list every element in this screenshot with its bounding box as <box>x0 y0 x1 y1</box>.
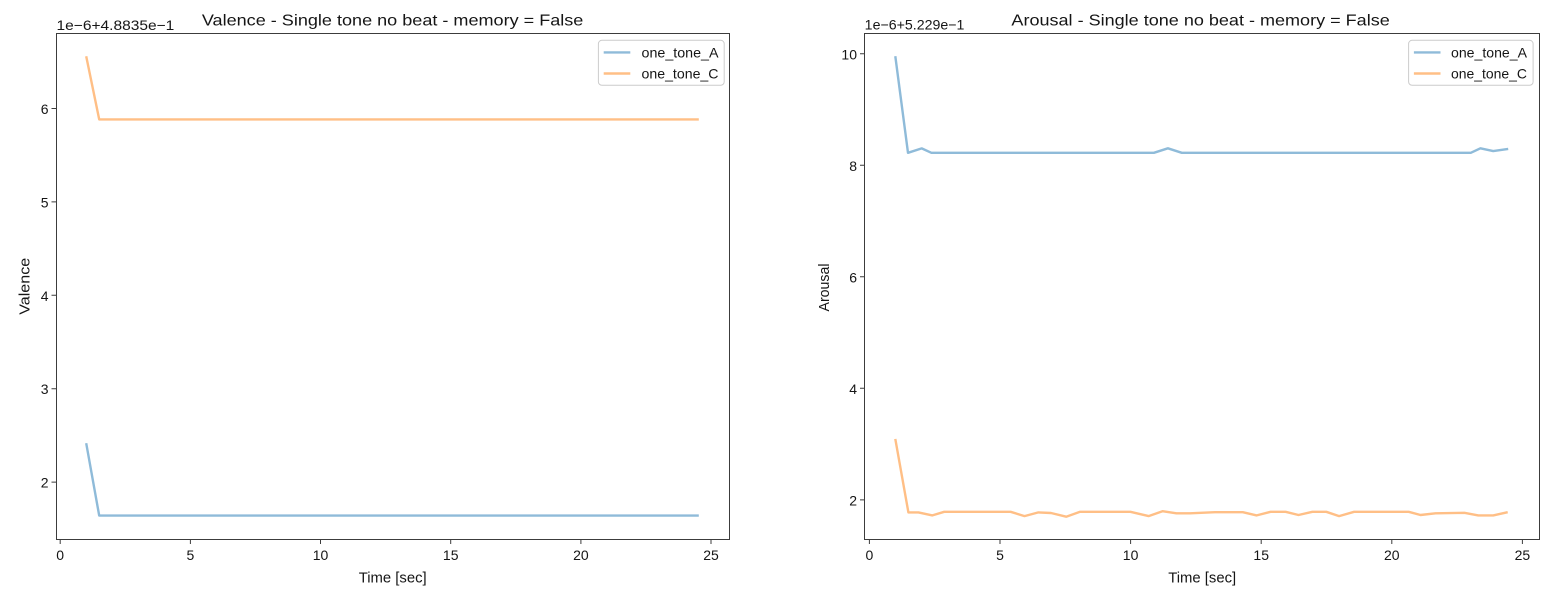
svg-text:1e−6+5.229e−1: 1e−6+5.229e−1 <box>865 17 965 33</box>
svg-text:25: 25 <box>1515 547 1531 563</box>
svg-text:15: 15 <box>443 547 459 563</box>
svg-text:one_tone_C: one_tone_C <box>642 66 719 82</box>
svg-text:5: 5 <box>187 547 195 563</box>
svg-text:6: 6 <box>41 101 49 117</box>
svg-text:2: 2 <box>849 493 857 509</box>
svg-text:Arousal - Single tone no beat: Arousal - Single tone no beat - memory =… <box>1011 12 1389 29</box>
svg-text:25: 25 <box>703 547 719 563</box>
svg-text:20: 20 <box>573 547 589 563</box>
svg-text:10: 10 <box>841 46 857 62</box>
svg-text:20: 20 <box>1384 547 1400 563</box>
svg-text:one_tone_C: one_tone_C <box>1451 66 1527 82</box>
svg-text:Time [sec]: Time [sec] <box>1168 570 1236 587</box>
svg-text:10: 10 <box>313 547 329 563</box>
svg-text:6: 6 <box>849 269 857 285</box>
svg-text:Valence - Single tone no beat: Valence - Single tone no beat - memory =… <box>202 12 584 29</box>
svg-text:one_tone_A: one_tone_A <box>642 44 720 60</box>
svg-text:10: 10 <box>1123 547 1139 563</box>
svg-text:15: 15 <box>1253 547 1269 563</box>
svg-text:2: 2 <box>41 475 49 491</box>
svg-text:4: 4 <box>41 288 49 304</box>
svg-text:Valence: Valence <box>17 258 34 315</box>
svg-text:5: 5 <box>996 547 1004 563</box>
svg-text:Arousal: Arousal <box>816 264 833 312</box>
svg-text:5: 5 <box>41 194 49 210</box>
svg-text:0: 0 <box>56 547 64 563</box>
svg-text:8: 8 <box>849 158 857 174</box>
svg-text:4: 4 <box>849 381 857 397</box>
svg-text:1e−6+4.8835e−1: 1e−6+4.8835e−1 <box>57 17 175 33</box>
svg-text:Time [sec]: Time [sec] <box>359 570 427 587</box>
svg-text:3: 3 <box>41 381 49 397</box>
svg-text:0: 0 <box>866 547 874 563</box>
svg-text:one_tone_A: one_tone_A <box>1451 44 1528 60</box>
